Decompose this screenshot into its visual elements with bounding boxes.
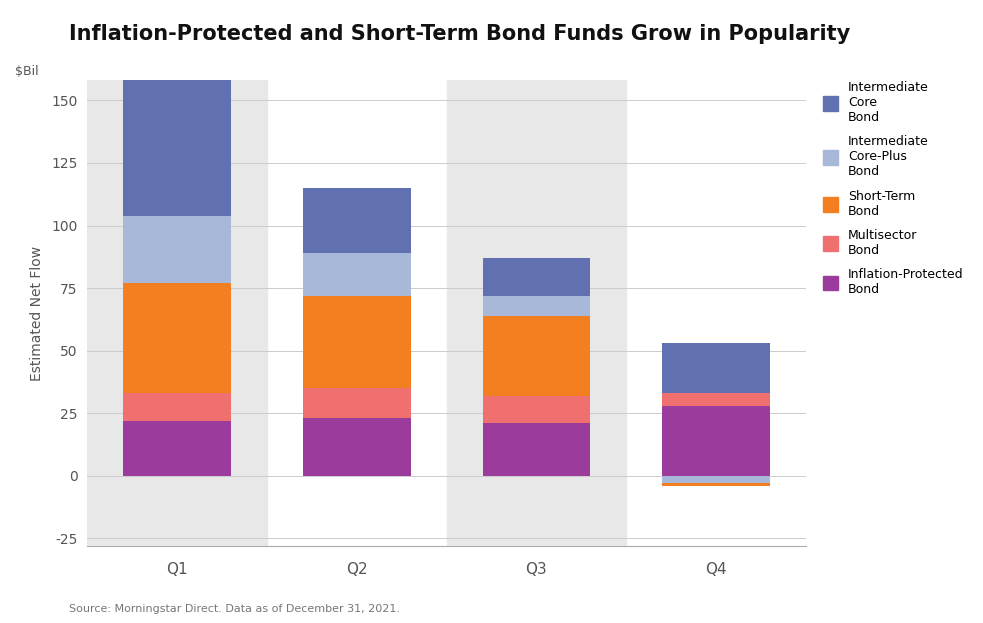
Bar — [123, 421, 231, 476]
Bar — [483, 316, 591, 396]
Legend: Intermediate
Core
Bond, Intermediate
Core-Plus
Bond, Short-Term
Bond, Multisecto: Intermediate Core Bond, Intermediate Cor… — [820, 77, 967, 300]
Bar — [663, 393, 770, 406]
Text: $Bil: $Bil — [15, 65, 38, 78]
Bar — [663, 343, 770, 393]
Bar — [303, 418, 411, 476]
Bar — [123, 283, 231, 393]
Bar — [483, 423, 591, 476]
Bar — [123, 80, 231, 216]
Bar — [663, 406, 770, 476]
Bar — [663, 476, 770, 483]
Bar — [123, 216, 231, 283]
Bar — [303, 296, 411, 388]
Bar — [303, 188, 411, 253]
Y-axis label: Estimated Net Flow: Estimated Net Flow — [30, 245, 44, 381]
Bar — [87, 80, 267, 546]
Bar — [663, 483, 770, 486]
Text: Source: Morningstar Direct. Data as of December 31, 2021.: Source: Morningstar Direct. Data as of D… — [69, 604, 400, 614]
Bar — [483, 258, 591, 296]
Bar — [303, 253, 411, 296]
Bar — [303, 388, 411, 418]
Text: Inflation-Protected and Short-Term Bond Funds Grow in Popularity: Inflation-Protected and Short-Term Bond … — [69, 24, 850, 44]
Bar — [483, 396, 591, 423]
Bar — [446, 80, 626, 546]
Bar — [483, 296, 591, 316]
Bar — [123, 393, 231, 421]
